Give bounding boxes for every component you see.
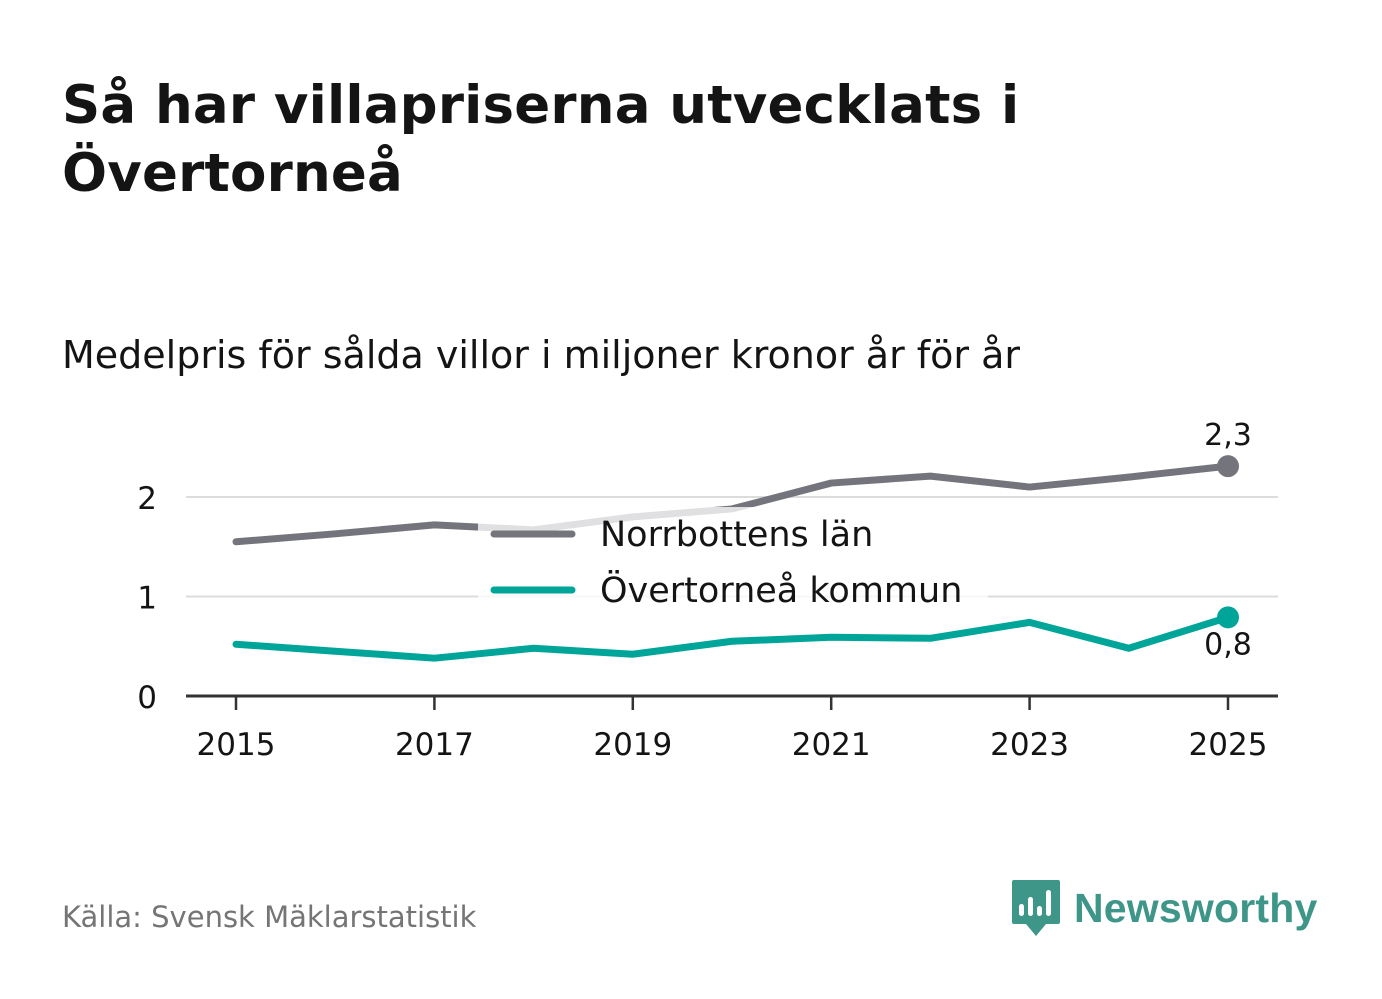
x-tick-label: 2017	[395, 727, 474, 763]
newsworthy-logo-icon	[1012, 880, 1060, 936]
series-line-overtornea	[232, 613, 1232, 662]
x-tick-label: 2023	[990, 727, 1069, 763]
end-point-marker	[1217, 606, 1239, 629]
legend-label: Norrbottens län	[600, 515, 873, 555]
chart-title: Så har villapriserna utvecklats i Överto…	[62, 75, 1020, 204]
y-tick-label: 2	[137, 481, 157, 517]
line-chart: 0 1 2 2015 2017 2019 2021 2023 2025 Norrbottens l…	[137, 418, 1278, 763]
brand-logo: Newsworthy	[1010, 878, 1318, 938]
brand-name: Newsworthy	[1074, 884, 1318, 931]
legend-label: Övertorneå kommun	[600, 569, 962, 611]
y-tick-label: 1	[137, 581, 157, 617]
end-point-marker	[1217, 455, 1239, 478]
y-tick-label: 0	[137, 680, 157, 716]
x-tick-label: 2021	[792, 727, 871, 763]
legend-backdrop	[478, 507, 988, 613]
x-tick-label: 2019	[593, 727, 672, 763]
x-tick-label: 2025	[1189, 727, 1268, 763]
source-note: Källa: Svensk Mäklarstatistik	[62, 900, 477, 934]
chart-subtitle: Medelpris för sålda villor i miljoner kr…	[62, 333, 1021, 377]
end-value-label: 0,8	[1204, 627, 1252, 662]
x-tick-label: 2015	[197, 727, 276, 763]
end-value-label: 2,3	[1204, 418, 1252, 453]
